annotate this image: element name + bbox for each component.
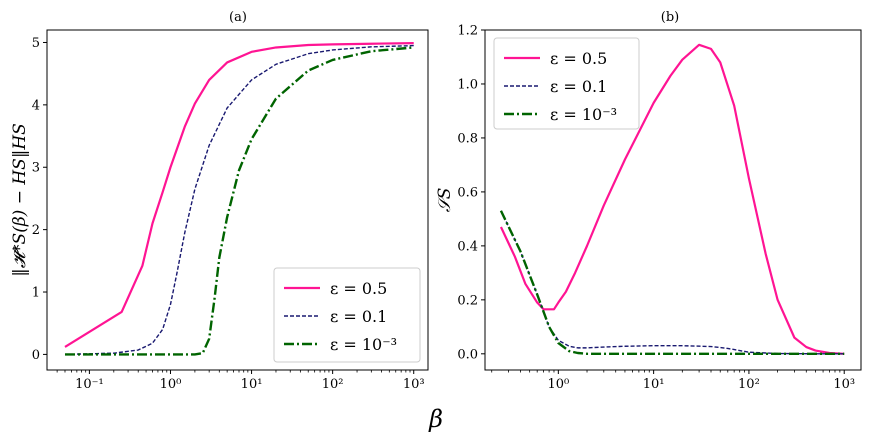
panel-b-x-tick-label: 10² xyxy=(738,377,760,392)
panel-b-y-axis-label: 𝒮S xyxy=(435,188,455,213)
panel-a-y-tick-label: 3 xyxy=(32,161,40,176)
panel-a-y-tick-label: 4 xyxy=(32,98,40,113)
panel-a-legend-label: ε = 10⁻³ xyxy=(330,335,397,354)
panel-b-title: (b) xyxy=(661,10,679,25)
panel-a-x-tick-label: 10⁰ xyxy=(160,377,182,392)
panel-a-x-tick-label: 10⁻¹ xyxy=(75,377,104,392)
panel-a-x-tick-label: 10¹ xyxy=(241,377,263,392)
panel-a: (a) 0 1 2 3 4 5 10⁻¹ 10⁰ 10¹ 10² 10³ ‖𝓗*S(β) − HS… xyxy=(10,10,429,392)
panel-b-series-line-1 xyxy=(500,210,845,355)
panel-a-legend: ε = 0.5 ε = 0.1 ε = 10⁻³ xyxy=(273,267,421,363)
panel-a-y-tick-label: 1 xyxy=(32,286,40,301)
panel-b-y-tick-label: 0.0 xyxy=(457,347,478,362)
panel-a-series-line-2 xyxy=(64,46,414,356)
shared-x-axis-label: β xyxy=(428,405,443,433)
panel-b-x-tick-label: 10¹ xyxy=(643,377,665,392)
panel-b-x-tick-label: 10³ xyxy=(833,377,855,392)
panel-b-legend-label: ε = 10⁻³ xyxy=(550,105,617,124)
panel-a-legend-label: ε = 0.5 xyxy=(330,279,387,298)
panel-a-y-ticks: 0 1 2 3 4 5 xyxy=(32,36,47,363)
panel-b-y-tick-label: 0.2 xyxy=(457,293,478,308)
panel-a-y-tick-label: 0 xyxy=(32,348,40,363)
panel-a-x-ticks: 10⁻¹ 10⁰ 10¹ 10² 10³ xyxy=(56,370,425,392)
panel-a-series-line-0 xyxy=(64,42,414,348)
panel-a-legend-label: ε = 0.1 xyxy=(330,307,387,326)
panel-b-y-tick-label: 0.4 xyxy=(457,239,478,254)
panel-b-y-ticks: 0.0 0.2 0.4 0.6 0.8 1.0 1.2 xyxy=(457,24,485,362)
panel-b-legend-label: ε = 0.5 xyxy=(550,49,607,68)
panel-a-y-tick-label: 5 xyxy=(32,36,40,51)
panel-b-legend-label: ε = 0.1 xyxy=(550,77,607,96)
panel-b-legend-frame xyxy=(493,37,640,130)
panel-b-x-ticks: 10⁰ 10¹ 10² 10³ xyxy=(491,370,855,392)
panel-a-series-line-1 xyxy=(64,44,414,356)
panel-b-y-tick-label: 0.6 xyxy=(457,185,478,200)
panel-b-y-tick-label: 0.8 xyxy=(457,131,478,146)
panel-a-y-axis-label: ‖𝓗*S(β) − HS‖HS xyxy=(10,123,30,277)
panel-a-x-tick-label: 10³ xyxy=(403,377,425,392)
panel-b-legend: ε = 0.5 ε = 0.1 ε = 10⁻³ xyxy=(493,37,640,130)
panel-a-series xyxy=(64,42,414,356)
panel-b-y-tick-label: 1.2 xyxy=(457,24,478,39)
panel-b-x-tick-label: 10⁰ xyxy=(547,377,569,392)
panel-b-series-line-2 xyxy=(499,210,845,356)
panel-a-y-tick-label: 2 xyxy=(32,223,40,238)
panel-a-legend-frame xyxy=(273,267,421,363)
panel-b-y-tick-label: 1.0 xyxy=(457,77,478,92)
panel-a-frame xyxy=(46,29,429,371)
panel-b: (b) 0.0 0.2 0.4 0.6 0.8 1.0 1.2 10⁰ 10¹ 10² 10³ 𝒮… xyxy=(435,10,862,392)
panel-b-frame xyxy=(484,29,862,371)
panel-b-series-line-0 xyxy=(499,43,845,355)
panel-a-x-tick-label: 10² xyxy=(322,377,344,392)
panel-b-series xyxy=(499,43,845,356)
panel-a-title: (a) xyxy=(229,10,247,25)
